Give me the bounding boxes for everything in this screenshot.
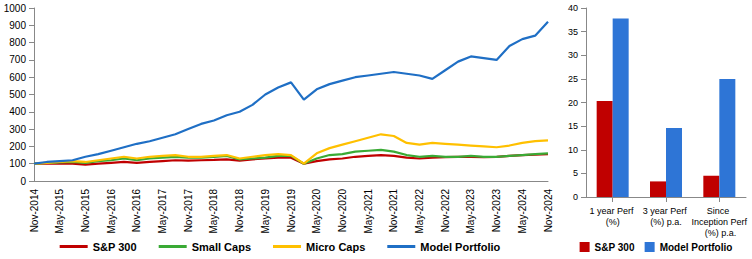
svg-text:35: 35	[568, 27, 578, 37]
svg-text:800: 800	[9, 37, 26, 48]
svg-text:Nov-2019: Nov-2019	[286, 189, 297, 233]
svg-text:Inception Perf: Inception Perf	[692, 217, 748, 227]
svg-text:May-2019: May-2019	[260, 189, 271, 234]
svg-text:(%) p.a.: (%) p.a.	[650, 217, 682, 227]
svg-text:May-2020: May-2020	[311, 189, 322, 234]
svg-text:Nov-2017: Nov-2017	[183, 189, 194, 233]
svg-text:Nov-2018: Nov-2018	[234, 189, 245, 233]
svg-text:1000: 1000	[4, 3, 27, 14]
svg-text:100: 100	[9, 158, 26, 169]
svg-text:20: 20	[568, 98, 578, 108]
svg-text:700: 700	[9, 54, 26, 65]
svg-text:500: 500	[9, 89, 26, 100]
svg-text:600: 600	[9, 72, 26, 83]
svg-text:May-2021: May-2021	[363, 189, 374, 234]
svg-text:1 year Perf: 1 year Perf	[589, 206, 636, 216]
svg-text:May-2024: May-2024	[517, 189, 528, 234]
svg-text:Nov-2024: Nov-2024	[543, 189, 554, 233]
svg-text:May-2022: May-2022	[414, 189, 425, 234]
svg-text:300: 300	[9, 124, 26, 135]
svg-text:Model Portfolio: Model Portfolio	[420, 241, 500, 253]
svg-text:15: 15	[568, 121, 578, 131]
svg-text:0: 0	[573, 192, 578, 202]
svg-text:Micro Caps: Micro Caps	[306, 241, 365, 253]
svg-text:0: 0	[20, 176, 26, 187]
svg-text:Nov-2022: Nov-2022	[440, 189, 451, 233]
svg-text:(%) p.a.: (%) p.a.	[702, 228, 736, 238]
svg-text:3 year Perf: 3 year Perf	[643, 206, 690, 216]
svg-text:200: 200	[9, 141, 26, 152]
svg-text:S&P 300: S&P 300	[93, 241, 137, 253]
svg-text:Since: Since	[707, 206, 732, 216]
svg-text:Nov-2016: Nov-2016	[131, 189, 142, 233]
svg-text:May-2018: May-2018	[208, 189, 219, 234]
svg-text:Nov-2023: Nov-2023	[491, 189, 502, 233]
svg-text:May-2016: May-2016	[106, 189, 117, 234]
svg-text:May-2017: May-2017	[157, 189, 168, 234]
svg-text:400: 400	[9, 106, 26, 117]
svg-text:40: 40	[568, 3, 578, 13]
svg-text:Nov-2020: Nov-2020	[337, 189, 348, 233]
svg-text:S&P 300: S&P 300	[595, 242, 635, 253]
svg-text:25: 25	[568, 74, 578, 84]
svg-text:Nov-2014: Nov-2014	[29, 189, 40, 233]
svg-text:Nov-2021: Nov-2021	[388, 189, 399, 233]
svg-text:30: 30	[568, 50, 578, 60]
svg-text:Small Caps: Small Caps	[192, 241, 251, 253]
svg-text:10: 10	[568, 145, 578, 155]
svg-text:May-2015: May-2015	[54, 189, 65, 234]
svg-text:(%): (%)	[606, 217, 620, 227]
svg-text:Model Portfolio: Model Portfolio	[660, 242, 733, 253]
svg-text:5: 5	[573, 168, 578, 178]
svg-text:May-2023: May-2023	[465, 189, 476, 234]
svg-text:Nov-2015: Nov-2015	[80, 189, 91, 233]
svg-text:900: 900	[9, 20, 26, 31]
